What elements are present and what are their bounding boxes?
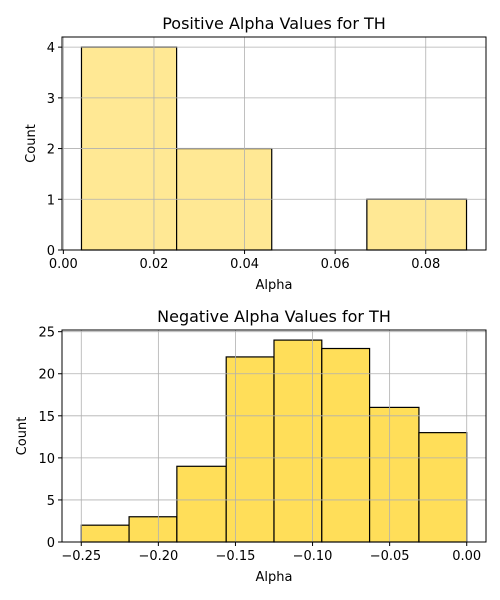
x-tick-label: 0.02 xyxy=(139,257,168,272)
y-tick-label: 20 xyxy=(38,368,55,383)
x-tick-label: 0.06 xyxy=(321,257,350,272)
x-tick-label: −0.20 xyxy=(138,549,178,564)
chart-title: Positive Alpha Values for TH xyxy=(162,14,386,33)
y-tick-label: 1 xyxy=(47,193,55,208)
negative-alpha-histogram: −0.25 −0.20 −0.15 −0.10 −0.05 0.00 0 5 10 15 20 25 N… xyxy=(15,307,487,585)
y-tick-label: 4 xyxy=(47,41,55,56)
y-tick-label: 0 xyxy=(47,536,55,551)
y-axis-label: Count xyxy=(24,124,39,163)
x-axis-label: Alpha xyxy=(256,570,293,585)
histogram-bar xyxy=(366,198,468,251)
x-tick-label: 0.00 xyxy=(452,549,481,564)
histogram-bar xyxy=(80,524,130,543)
x-axis-label: Alpha xyxy=(256,278,293,293)
x-tick-label: −0.15 xyxy=(216,549,256,564)
x-tick-label: 0.04 xyxy=(230,257,259,272)
histogram-bar xyxy=(176,465,227,543)
y-tick-label: 2 xyxy=(47,143,55,158)
histogram-bar xyxy=(273,339,323,543)
axes-frame xyxy=(61,329,487,543)
x-tick-label: −0.05 xyxy=(370,549,410,564)
histogram-bar xyxy=(368,406,420,543)
chart-title: Negative Alpha Values for TH xyxy=(157,307,391,326)
histogram-bar xyxy=(225,356,275,543)
y-axis-label: Count xyxy=(15,417,30,456)
x-tick-label: −0.10 xyxy=(293,549,333,564)
y-tick-label: 3 xyxy=(47,92,55,107)
histogram-bar xyxy=(128,516,178,543)
positive-alpha-histogram: 0.00 0.02 0.04 0.06 0.08 0 1 2 3 4 Positive Alpha … xyxy=(24,14,487,293)
histogram-bar xyxy=(418,432,468,543)
y-tick-label: 5 xyxy=(47,494,55,509)
y-tick-label: 10 xyxy=(38,452,55,467)
y-tick-label: 0 xyxy=(47,244,55,259)
y-tick-label: 15 xyxy=(38,410,55,425)
x-tick-label: 0.08 xyxy=(411,257,440,272)
x-tick-label: −0.25 xyxy=(61,549,101,564)
x-tick-label: 0.00 xyxy=(49,257,78,272)
axes-frame xyxy=(61,36,487,251)
y-tick-label: 25 xyxy=(38,326,55,341)
histogram-bar xyxy=(321,347,371,543)
